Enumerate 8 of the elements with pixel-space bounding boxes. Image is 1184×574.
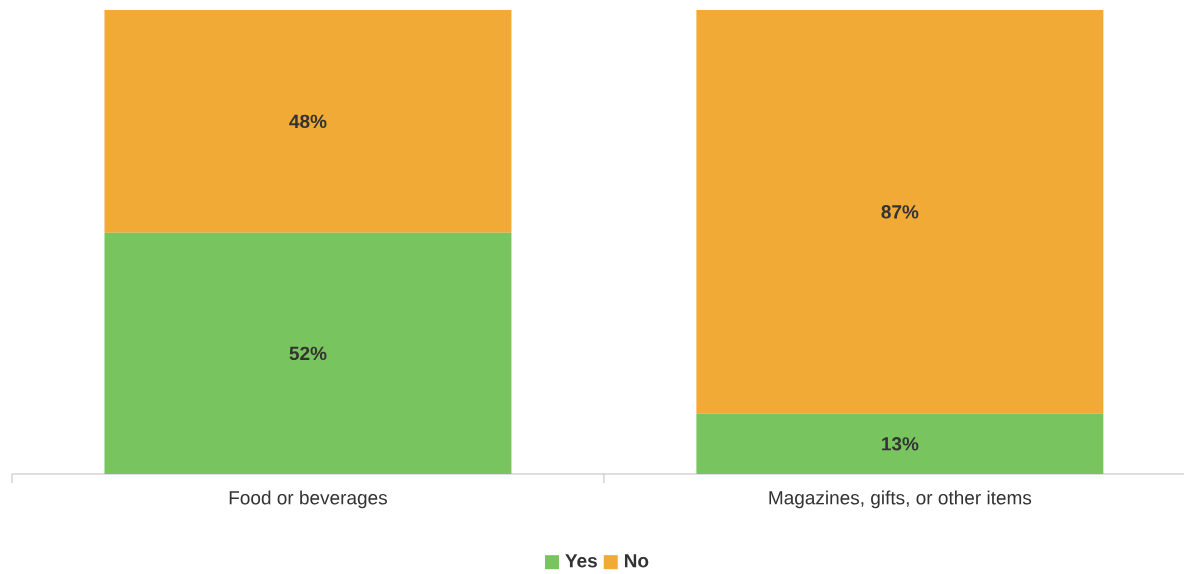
data-label: 87% — [881, 205, 919, 219]
x-tick-label: Food or beverages — [229, 490, 387, 509]
data-label: 52% — [289, 346, 327, 361]
data-label: 13% — [882, 437, 919, 451]
data-label: 48% — [289, 114, 327, 129]
legend-label: Yes — [565, 554, 597, 568]
x-tick-label: Magazines, gifts, or other items — [769, 490, 1032, 509]
legend-label: No — [624, 554, 649, 568]
